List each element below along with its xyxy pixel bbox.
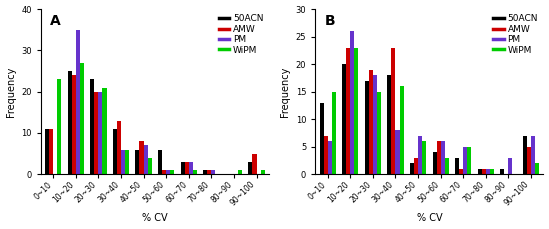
Bar — [49, 129, 53, 174]
Bar — [395, 130, 400, 174]
Bar — [113, 129, 117, 174]
Bar — [365, 81, 369, 174]
Bar — [523, 136, 527, 174]
Bar — [68, 71, 72, 174]
Bar — [94, 92, 98, 174]
Bar — [410, 163, 414, 174]
X-axis label: % CV: % CV — [417, 213, 442, 224]
Bar — [80, 63, 84, 174]
Bar — [418, 136, 422, 174]
Bar — [189, 162, 193, 174]
Bar — [414, 158, 418, 174]
Bar — [136, 150, 139, 174]
Bar — [57, 79, 61, 174]
Bar — [211, 170, 215, 174]
Legend: 50ACN, AMW, PM, WiPM: 50ACN, AMW, PM, WiPM — [218, 14, 265, 55]
Y-axis label: Frequency: Frequency — [280, 66, 290, 117]
Bar — [193, 170, 197, 174]
Bar — [323, 136, 328, 174]
Bar — [166, 170, 170, 174]
Bar — [467, 147, 472, 174]
Bar — [139, 141, 143, 174]
Bar — [527, 147, 531, 174]
Bar — [143, 145, 148, 174]
Bar — [158, 150, 162, 174]
Bar — [436, 141, 441, 174]
Bar — [500, 169, 505, 174]
Bar — [103, 87, 107, 174]
Bar — [377, 92, 381, 174]
Bar — [208, 170, 211, 174]
Bar — [445, 158, 449, 174]
Bar — [463, 147, 467, 174]
Bar — [328, 141, 332, 174]
Bar — [342, 64, 346, 174]
Bar — [170, 170, 174, 174]
Bar — [148, 158, 152, 174]
Text: A: A — [50, 14, 60, 28]
Bar — [508, 158, 513, 174]
Bar — [203, 170, 208, 174]
Bar — [181, 162, 184, 174]
Legend: 50ACN, AMW, PM, WiPM: 50ACN, AMW, PM, WiPM — [492, 14, 539, 55]
Bar — [441, 141, 445, 174]
Bar — [354, 48, 358, 174]
Bar — [98, 92, 103, 174]
Bar — [478, 169, 482, 174]
Bar — [238, 170, 242, 174]
Bar — [373, 75, 377, 174]
Bar — [332, 92, 336, 174]
X-axis label: % CV: % CV — [142, 213, 167, 224]
Bar — [248, 162, 253, 174]
Bar — [400, 86, 404, 174]
Bar — [391, 48, 395, 174]
Bar — [117, 121, 121, 174]
Text: B: B — [324, 14, 335, 28]
Bar — [486, 169, 490, 174]
Bar — [72, 75, 76, 174]
Bar — [346, 48, 350, 174]
Bar — [455, 158, 459, 174]
Bar — [320, 103, 323, 174]
Bar — [261, 170, 265, 174]
Bar — [388, 75, 391, 174]
Bar — [482, 169, 486, 174]
Bar — [350, 31, 354, 174]
Bar — [433, 152, 436, 174]
Bar — [45, 129, 49, 174]
Bar — [369, 70, 373, 174]
Bar — [184, 162, 189, 174]
Bar — [125, 150, 129, 174]
Bar — [76, 30, 80, 174]
Bar — [490, 169, 494, 174]
Bar — [90, 79, 94, 174]
Bar — [121, 150, 125, 174]
Bar — [531, 136, 535, 174]
Bar — [422, 141, 426, 174]
Bar — [162, 170, 166, 174]
Bar — [535, 163, 539, 174]
Bar — [253, 154, 256, 174]
Y-axis label: Frequency: Frequency — [5, 66, 15, 117]
Bar — [459, 169, 463, 174]
